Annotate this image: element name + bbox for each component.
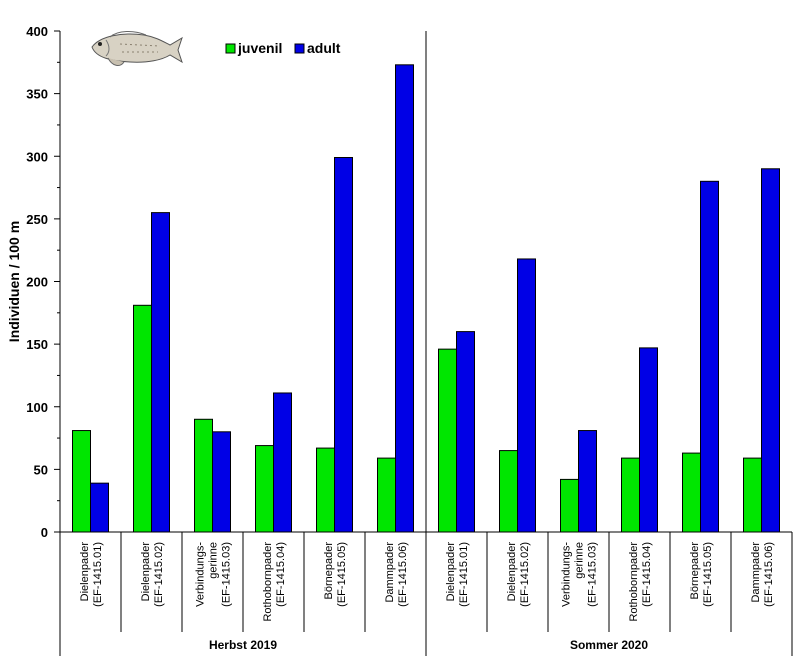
bar-adult-4	[334, 157, 353, 533]
y-tick-label: 350	[26, 87, 48, 102]
category-label: Rothobornpader	[262, 542, 274, 622]
category-label: Börnepader	[323, 542, 335, 600]
category-label: (EF-1415.03)	[587, 542, 599, 607]
bar-adult-8	[578, 430, 597, 533]
category-label: gerinne	[208, 542, 220, 579]
legend-label-juvenil: juvenil	[237, 40, 282, 56]
bar-adult-1	[151, 212, 170, 533]
bar-juvenil-7	[499, 450, 518, 533]
category-label: (EF-1415.04)	[275, 542, 287, 607]
bar-juvenil-5	[377, 457, 396, 533]
bar-juvenil-10	[682, 452, 701, 533]
category-label: (EF-1415.03)	[221, 542, 233, 607]
category-label: (EF-1415.04)	[641, 542, 653, 607]
category-label: Dielenpader	[445, 542, 457, 602]
group-label: Herbst 2019	[209, 638, 277, 652]
category-label: Dammpader	[384, 542, 396, 603]
bar-adult-2	[212, 431, 231, 533]
bar-adult-0	[90, 482, 109, 533]
bar-adult-5	[395, 64, 414, 533]
bar-adult-9	[639, 347, 658, 533]
legend-swatch-juvenil	[225, 43, 236, 54]
bar-juvenil-6	[438, 348, 457, 533]
bar-adult-3	[273, 392, 292, 533]
bar-juvenil-1	[133, 304, 152, 533]
fish-illustration	[91, 31, 183, 66]
y-axis-title: Individuen / 100 m	[6, 221, 22, 342]
bar-adult-7	[517, 258, 536, 533]
category-label: Verbindungs-	[561, 542, 573, 607]
bar-juvenil-11	[743, 457, 762, 533]
y-tick-label: 250	[26, 212, 48, 227]
category-label: (EF-1415.01)	[458, 542, 470, 607]
category-label: (EF-1415.05)	[336, 542, 348, 607]
category-label: Dielenpader	[79, 542, 91, 602]
y-tick-label: 300	[26, 149, 48, 164]
category-label: (EF-1415.05)	[702, 542, 714, 607]
legend: juvenil adult	[225, 40, 341, 56]
bars	[72, 64, 780, 533]
category-label: Verbindungs-	[195, 542, 207, 607]
bar-juvenil-2	[194, 418, 213, 533]
y-tick-label: 400	[26, 24, 48, 39]
category-label: Dielenpader	[506, 542, 518, 602]
axes	[54, 30, 793, 656]
group-label: Sommer 2020	[570, 638, 648, 652]
category-label: Dielenpader	[140, 542, 152, 602]
category-label: Börnepader	[689, 542, 701, 600]
y-tick-label: 0	[41, 525, 48, 540]
category-label: (EF-1415.01)	[92, 542, 104, 607]
legend-swatch-adult	[294, 43, 305, 54]
category-label: (EF-1415.02)	[519, 542, 531, 607]
category-label: Rothobornpader	[628, 542, 640, 622]
category-label: (EF-1415.02)	[153, 542, 165, 607]
bar-juvenil-0	[72, 430, 91, 533]
category-label: gerinne	[574, 542, 586, 579]
legend-label-adult: adult	[307, 40, 341, 56]
y-tick-label: 100	[26, 400, 48, 415]
y-tick-label: 200	[26, 275, 48, 290]
bar-adult-11	[761, 168, 780, 533]
labels: 0 50 100 150 200 250 300 350 400 Individuen / 100…	[6, 24, 775, 652]
category-label: (EF-1415.06)	[397, 542, 409, 607]
category-label: Dammpader	[750, 542, 762, 603]
bar-juvenil-9	[621, 457, 640, 533]
bar-juvenil-3	[255, 445, 274, 533]
bar-juvenil-8	[560, 478, 579, 533]
category-label: (EF-1415.06)	[763, 542, 775, 607]
y-tick-label: 50	[34, 462, 48, 477]
bar-adult-6	[456, 331, 475, 533]
bar-juvenil-4	[316, 447, 335, 533]
bar-adult-10	[700, 180, 719, 533]
y-tick-label: 150	[26, 337, 48, 352]
